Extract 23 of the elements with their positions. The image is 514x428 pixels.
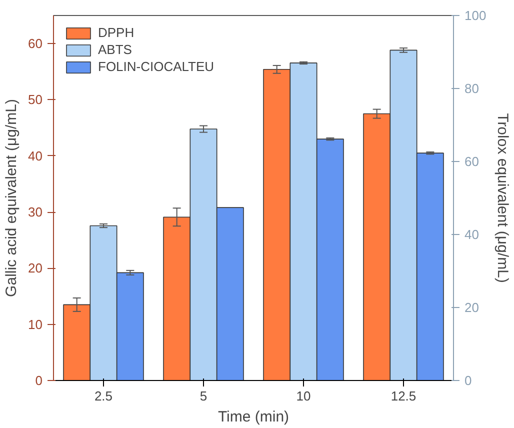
y-tick-label: 40 bbox=[28, 148, 43, 164]
x-axis-title: Time (min) bbox=[218, 408, 290, 426]
y-tick-label: 60 bbox=[28, 36, 43, 52]
y-tick-label: 50 bbox=[28, 92, 43, 108]
x-tick-label: 5 bbox=[200, 388, 208, 404]
x-tick-label: 10 bbox=[296, 388, 311, 404]
x-tick-label: 2.5 bbox=[94, 388, 113, 404]
y2-tick-label: 0 bbox=[464, 373, 472, 388]
y-tick-label: 20 bbox=[28, 260, 43, 276]
y2-tick-label: 100 bbox=[464, 8, 486, 23]
y-axis-title: Gallic acid equivalent (μg/mL) bbox=[3, 99, 20, 297]
y2-axis-title: Trolox equivalent (μg/mL) bbox=[494, 113, 512, 283]
x-tick-label: 12.5 bbox=[390, 388, 416, 404]
y2-tick-label: 20 bbox=[464, 300, 479, 315]
y-tick-label: 0 bbox=[35, 373, 43, 388]
y2-tick-label: 60 bbox=[464, 154, 479, 169]
y-tick-label: 30 bbox=[28, 204, 43, 220]
y-tick-label: 10 bbox=[28, 316, 43, 332]
legend-label: ABTS bbox=[98, 42, 132, 57]
legend-label: FOLIN-CIOCALTEU bbox=[98, 59, 214, 74]
legend-label: DPPH bbox=[98, 25, 134, 40]
y2-tick-label: 40 bbox=[464, 227, 479, 242]
y2-tick-label: 80 bbox=[464, 81, 479, 96]
